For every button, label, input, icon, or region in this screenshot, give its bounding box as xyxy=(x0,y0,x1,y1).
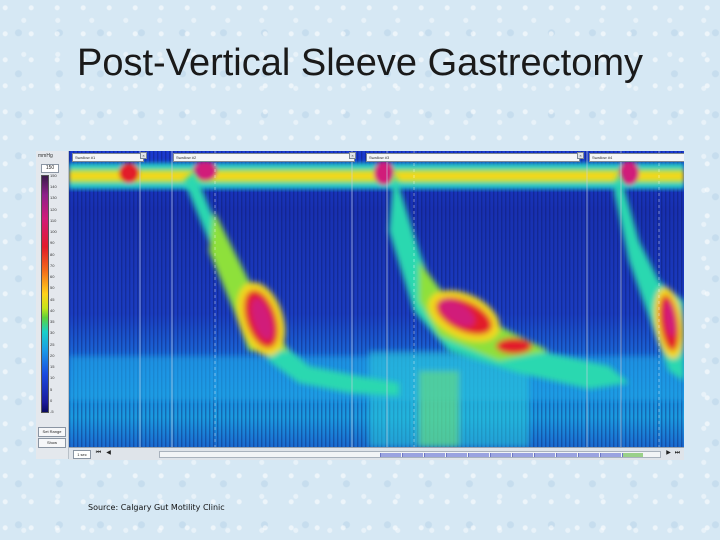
last-icon[interactable]: ⏭ xyxy=(674,450,681,456)
colorbar-tick: 120 xyxy=(50,206,57,212)
timeline-event-marker[interactable] xyxy=(468,453,489,457)
timeline-toolbar: 1 sec ⏮ ◀ ▶ ⏭ xyxy=(69,447,684,460)
colorbar-tick: 0 xyxy=(50,397,53,403)
timeline-event-marker[interactable] xyxy=(578,453,599,457)
colorbar-tick: 40 xyxy=(50,307,55,313)
marker-label: Swallow #4 xyxy=(592,155,613,160)
timeline-event-marker[interactable] xyxy=(402,453,423,457)
colorbar-tick: 5 xyxy=(50,386,53,392)
source-caption: Source: Calgary Gut Motility Clinic xyxy=(88,503,225,512)
timeline-event-marker[interactable] xyxy=(446,453,467,457)
colorbar-tick: 50 xyxy=(50,285,55,291)
colorbar-tick: 70 xyxy=(50,262,55,268)
timeline-event-marker[interactable] xyxy=(490,453,511,457)
colorbar-tick: 15 xyxy=(50,364,55,370)
colorbar-tick: 45 xyxy=(50,296,55,302)
range-input[interactable]: 150 xyxy=(41,164,59,173)
colorbar-tick: 110 xyxy=(50,217,57,223)
unit-label: mmHg xyxy=(38,153,53,159)
colorbar-tick: -5 xyxy=(50,409,54,414)
pressure-colorbar xyxy=(41,175,49,413)
scale-panel: mmHg 150 150 140 130 120 110 100 90 80 70 60 50 45 4… xyxy=(36,151,69,459)
colorbar-tick: 100 xyxy=(50,229,57,235)
marker-label: Swallow #1 xyxy=(75,155,96,160)
timeline-event-marker[interactable] xyxy=(600,453,621,457)
prev-icon[interactable]: ◀ xyxy=(106,450,111,456)
marker-close-icon[interactable]: × xyxy=(140,152,147,159)
marker-swallow-4[interactable]: Swallow #4 xyxy=(589,153,684,162)
colorbar-tick: 80 xyxy=(50,251,55,257)
marker-label: Swallow #2 xyxy=(176,155,197,160)
colorbar-tick: 60 xyxy=(50,274,55,280)
colorbar-tick: 140 xyxy=(50,184,57,190)
colorbar-tick: 30 xyxy=(50,330,55,336)
time-scale-select[interactable]: 1 sec xyxy=(73,450,91,459)
set-range-button[interactable]: Set Range xyxy=(38,427,66,437)
colorbar-tick: 10 xyxy=(50,375,55,381)
timeline-event-marker[interactable] xyxy=(380,453,401,457)
manometry-viewer: mmHg 150 150 140 130 120 110 100 90 80 70 60 50 45 4… xyxy=(36,151,684,460)
first-icon[interactable]: ⏮ xyxy=(95,450,102,456)
pressure-topography-plot[interactable]: Swallow #1 × Swallow #2 × Swallow #3 × S… xyxy=(69,151,684,447)
timeline-event-marker[interactable] xyxy=(534,453,555,457)
colorbar-tick: 130 xyxy=(50,195,57,201)
timeline-scrollbar[interactable] xyxy=(159,451,661,458)
colorbar-tick: 90 xyxy=(50,240,55,246)
colorbar-tick: 150 xyxy=(50,173,57,178)
colorbar-tick: 35 xyxy=(50,319,55,325)
marker-close-icon[interactable]: × xyxy=(577,152,584,159)
marker-close-icon[interactable]: × xyxy=(349,152,356,159)
timeline-event-marker[interactable] xyxy=(556,453,577,457)
timeline-event-marker[interactable] xyxy=(424,453,445,457)
colorbar-tick: 25 xyxy=(50,341,55,347)
next-icon[interactable]: ▶ xyxy=(666,450,671,456)
timeline-event-marker[interactable] xyxy=(622,453,643,457)
slide-title: Post-Vertical Sleeve Gastrectomy xyxy=(77,42,643,84)
colorbar-tick: 20 xyxy=(50,352,55,358)
marker-swallow-1[interactable]: Swallow #1 xyxy=(72,153,144,162)
timeline-event-marker[interactable] xyxy=(512,453,533,457)
show-button[interactable]: Show xyxy=(38,438,66,448)
marker-swallow-2[interactable]: Swallow #2 xyxy=(173,153,355,162)
marker-swallow-3[interactable]: Swallow #3 xyxy=(366,153,580,162)
marker-label: Swallow #3 xyxy=(369,155,390,160)
topography-svg xyxy=(69,151,684,447)
